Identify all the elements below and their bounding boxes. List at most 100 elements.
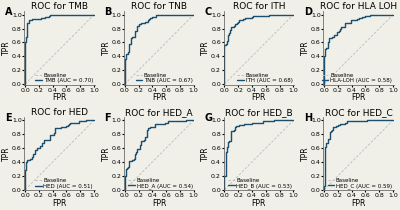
HED_C (AUC = 0.59) bbox=[334, 125, 339, 127]
HED_B (AUC = 0.53) bbox=[291, 119, 296, 122]
Legend: Baseline, HED_B (AUC = 0.53): Baseline, HED_B (AUC = 0.53) bbox=[228, 177, 293, 189]
Y-axis label: TPR: TPR bbox=[102, 41, 111, 55]
HLA-LOH (AUC = 0.58) bbox=[322, 83, 326, 85]
HED_B (AUC = 0.53) bbox=[283, 119, 288, 122]
HED_C (AUC = 0.59) bbox=[323, 157, 328, 160]
TNB (AUC = 0.67) bbox=[125, 53, 130, 55]
ITH (AUC = 0.68) bbox=[222, 83, 227, 85]
Line: HED_B (AUC = 0.53): HED_B (AUC = 0.53) bbox=[224, 120, 293, 190]
X-axis label: FPR: FPR bbox=[52, 93, 67, 102]
TMB (AUC = 0.70) bbox=[84, 13, 88, 16]
TNB (AUC = 0.67) bbox=[191, 13, 196, 16]
HED (AUC = 0.51) bbox=[25, 158, 30, 161]
HLA-LOH (AUC = 0.58) bbox=[341, 26, 346, 29]
Legend: Baseline, TNB (AUC = 0.67): Baseline, TNB (AUC = 0.67) bbox=[135, 72, 193, 84]
HED_A (AUC = 0.54) bbox=[183, 119, 188, 122]
X-axis label: FPR: FPR bbox=[351, 199, 366, 208]
ITH (AUC = 0.68) bbox=[289, 13, 294, 16]
Text: B: B bbox=[104, 8, 112, 17]
HED_A (AUC = 0.54) bbox=[183, 120, 188, 123]
HED (AUC = 0.51) bbox=[84, 120, 88, 123]
Line: ITH (AUC = 0.68): ITH (AUC = 0.68) bbox=[224, 15, 293, 84]
Title: ROC for ITH: ROC for ITH bbox=[233, 2, 285, 11]
HED (AUC = 0.51) bbox=[89, 119, 94, 122]
TMB (AUC = 0.70) bbox=[89, 13, 94, 16]
X-axis label: FPR: FPR bbox=[152, 199, 166, 208]
HED (AUC = 0.51) bbox=[52, 130, 57, 132]
ITH (AUC = 0.68) bbox=[236, 20, 241, 23]
ITH (AUC = 0.68) bbox=[224, 40, 229, 42]
Legend: Baseline, HED_C (AUC = 0.59): Baseline, HED_C (AUC = 0.59) bbox=[327, 177, 392, 189]
Y-axis label: TPR: TPR bbox=[102, 146, 111, 161]
Y-axis label: TPR: TPR bbox=[2, 41, 11, 55]
HLA-LOH (AUC = 0.58) bbox=[325, 41, 330, 44]
HED_B (AUC = 0.53) bbox=[222, 189, 227, 191]
Y-axis label: TPR: TPR bbox=[301, 146, 310, 161]
HED_A (AUC = 0.54) bbox=[127, 161, 132, 163]
ITH (AUC = 0.68) bbox=[291, 13, 296, 16]
HED_A (AUC = 0.54) bbox=[149, 126, 154, 129]
HED_B (AUC = 0.53) bbox=[272, 119, 276, 122]
TNB (AUC = 0.67) bbox=[122, 83, 127, 85]
HED_C (AUC = 0.59) bbox=[364, 119, 369, 122]
HED_A (AUC = 0.54) bbox=[191, 119, 196, 122]
Legend: Baseline, HLA-LOH (AUC = 0.58): Baseline, HLA-LOH (AUC = 0.58) bbox=[321, 72, 392, 84]
X-axis label: FPR: FPR bbox=[52, 199, 67, 208]
Title: ROC for TMB: ROC for TMB bbox=[31, 2, 88, 11]
HED_A (AUC = 0.54) bbox=[144, 134, 149, 137]
Title: ROC for TNB: ROC for TNB bbox=[131, 2, 187, 11]
TNB (AUC = 0.67) bbox=[138, 23, 143, 25]
TNB (AUC = 0.67) bbox=[183, 13, 188, 16]
TMB (AUC = 0.70) bbox=[23, 50, 28, 53]
TMB (AUC = 0.70) bbox=[92, 13, 96, 16]
HED_C (AUC = 0.59) bbox=[388, 119, 393, 122]
HED_B (AUC = 0.53) bbox=[245, 123, 250, 125]
HLA-LOH (AUC = 0.58) bbox=[388, 13, 393, 16]
Y-axis label: TPR: TPR bbox=[201, 41, 210, 55]
X-axis label: FPR: FPR bbox=[152, 93, 166, 102]
Line: HED_C (AUC = 0.59): HED_C (AUC = 0.59) bbox=[324, 120, 393, 190]
HED_C (AUC = 0.59) bbox=[344, 121, 348, 124]
ITH (AUC = 0.68) bbox=[283, 13, 288, 16]
Y-axis label: TPR: TPR bbox=[201, 146, 210, 161]
HED_C (AUC = 0.59) bbox=[391, 119, 396, 122]
Line: HED_A (AUC = 0.54): HED_A (AUC = 0.54) bbox=[125, 120, 194, 190]
Text: F: F bbox=[104, 113, 111, 123]
TMB (AUC = 0.70) bbox=[34, 18, 39, 21]
HED_B (AUC = 0.53) bbox=[289, 119, 294, 122]
Title: ROC for HLA LOH: ROC for HLA LOH bbox=[320, 2, 397, 11]
HED (AUC = 0.51) bbox=[48, 138, 53, 140]
Line: HLA-LOH (AUC = 0.58): HLA-LOH (AUC = 0.58) bbox=[324, 15, 393, 84]
HED_B (AUC = 0.53) bbox=[235, 125, 240, 127]
X-axis label: FPR: FPR bbox=[252, 199, 266, 208]
TNB (AUC = 0.67) bbox=[127, 42, 132, 45]
TNB (AUC = 0.67) bbox=[153, 13, 158, 16]
HED_B (AUC = 0.53) bbox=[224, 146, 229, 148]
Y-axis label: TPR: TPR bbox=[2, 146, 11, 161]
Legend: Baseline, ITH (AUC = 0.68): Baseline, ITH (AUC = 0.68) bbox=[237, 72, 293, 84]
TNB (AUC = 0.67) bbox=[146, 18, 151, 21]
HED (AUC = 0.51) bbox=[92, 119, 96, 122]
ITH (AUC = 0.68) bbox=[245, 17, 250, 19]
TNB (AUC = 0.67) bbox=[189, 13, 194, 16]
Text: G: G bbox=[204, 113, 212, 123]
Line: HED (AUC = 0.51): HED (AUC = 0.51) bbox=[25, 120, 94, 190]
ITH (AUC = 0.68) bbox=[267, 13, 272, 16]
Text: D: D bbox=[304, 8, 312, 17]
TMB (AUC = 0.70) bbox=[44, 16, 49, 18]
Title: ROC for HED: ROC for HED bbox=[31, 108, 88, 117]
Title: ROC for HED_C: ROC for HED_C bbox=[325, 108, 392, 117]
HED_B (AUC = 0.53) bbox=[223, 157, 228, 160]
ITH (AUC = 0.68) bbox=[222, 50, 227, 53]
Text: E: E bbox=[5, 113, 11, 123]
HED_A (AUC = 0.54) bbox=[122, 189, 127, 191]
TMB (AUC = 0.70) bbox=[23, 83, 28, 85]
Text: A: A bbox=[5, 8, 12, 17]
Y-axis label: TPR: TPR bbox=[301, 41, 310, 55]
HED_A (AUC = 0.54) bbox=[189, 119, 194, 122]
HLA-LOH (AUC = 0.58) bbox=[368, 13, 372, 16]
HED_C (AUC = 0.59) bbox=[382, 119, 387, 122]
Line: TMB (AUC = 0.70): TMB (AUC = 0.70) bbox=[25, 15, 94, 84]
HLA-LOH (AUC = 0.58) bbox=[323, 52, 328, 54]
X-axis label: FPR: FPR bbox=[351, 93, 366, 102]
